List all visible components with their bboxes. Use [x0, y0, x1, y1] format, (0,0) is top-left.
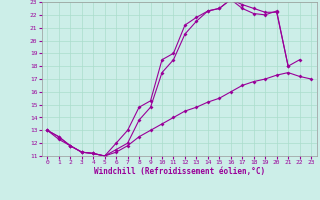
X-axis label: Windchill (Refroidissement éolien,°C): Windchill (Refroidissement éolien,°C) — [94, 167, 265, 176]
